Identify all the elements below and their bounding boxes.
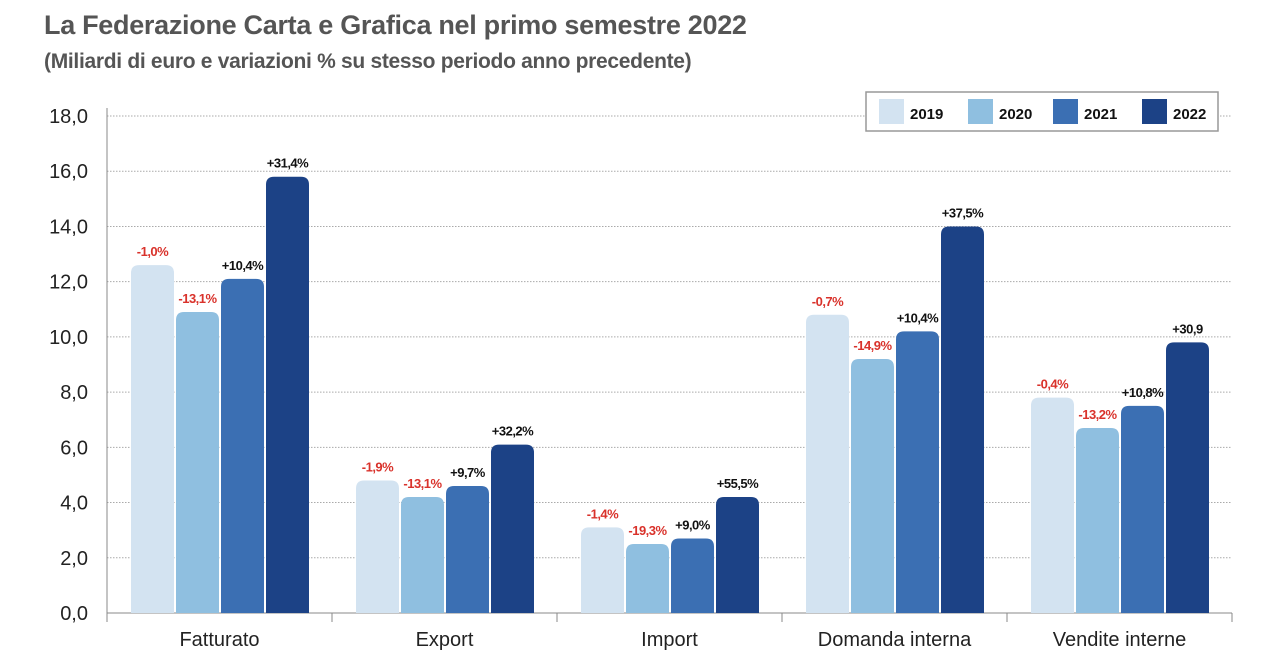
chart-subtitle: (Miliardi di euro e variazioni % su stes…: [44, 50, 692, 73]
x-tick-label: Domanda interna: [818, 629, 972, 651]
bar-2019: [131, 265, 174, 613]
bar-2022: [266, 176, 309, 613]
y-tick-label: 2,0: [60, 548, 88, 570]
data-label: +31,4%: [267, 156, 309, 171]
legend-label: 2021: [1084, 106, 1117, 123]
data-label: -0,7%: [812, 294, 844, 309]
data-label: +10,8%: [1122, 385, 1164, 400]
legend-swatch-2022: [1142, 99, 1167, 124]
legend-swatch-2021: [1053, 99, 1078, 124]
legend-label: 2022: [1173, 106, 1206, 123]
data-label: -1,4%: [587, 506, 619, 521]
bar-2021: [896, 331, 939, 613]
bar-2019: [356, 480, 399, 613]
legend-swatch-2020: [968, 99, 993, 124]
bar-2019: [581, 527, 624, 613]
y-tick-label: 4,0: [60, 493, 88, 515]
data-label: +10,4%: [897, 310, 939, 325]
data-label: +37,5%: [942, 205, 984, 220]
x-tick-label: Import: [641, 629, 698, 651]
data-label: +55,5%: [717, 476, 759, 491]
y-tick-label: 18,0: [49, 106, 88, 128]
legend-label: 2019: [910, 106, 943, 123]
data-label: -0,4%: [1037, 377, 1069, 392]
x-tick-label: Export: [416, 629, 474, 651]
data-label: -13,1%: [403, 476, 442, 491]
bar-2020: [401, 497, 444, 613]
legend-label: 2020: [999, 106, 1032, 123]
bar-2022: [1166, 342, 1209, 613]
data-label: -13,1%: [178, 291, 217, 306]
data-label: +30,9: [1172, 321, 1203, 336]
bar-2020: [626, 543, 669, 613]
legend-swatch-2019: [879, 99, 904, 124]
x-tick-label: Fatturato: [179, 629, 259, 651]
y-tick-label: 14,0: [49, 216, 88, 238]
data-label: +9,7%: [450, 465, 486, 480]
x-tick-label: Vendite interne: [1053, 629, 1186, 651]
bar-2020: [1076, 428, 1119, 613]
bar-2021: [671, 538, 714, 613]
bar-2019: [806, 314, 849, 613]
y-tick-label: 6,0: [60, 437, 88, 459]
bar-2020: [176, 312, 219, 613]
y-tick-label: 16,0: [49, 161, 88, 183]
data-label: -19,3%: [628, 523, 667, 538]
y-tick-label: 10,0: [49, 327, 88, 349]
data-label: +10,4%: [222, 258, 264, 273]
data-label: -1,0%: [137, 244, 169, 259]
data-label: +9,0%: [675, 517, 711, 532]
bar-2021: [446, 485, 489, 613]
data-label: -13,2%: [1078, 407, 1117, 422]
bar-2021: [221, 278, 264, 613]
bar-2022: [716, 497, 759, 613]
bar-2022: [491, 444, 534, 613]
y-tick-label: 12,0: [49, 272, 88, 294]
data-label: -14,9%: [853, 338, 892, 353]
chart-title: La Federazione Carta e Grafica nel primo…: [44, 10, 747, 40]
bar-2021: [1121, 405, 1164, 613]
bar-2020: [851, 358, 894, 613]
data-label: +32,2%: [492, 424, 534, 439]
data-label: -1,9%: [362, 459, 394, 474]
bar-2019: [1031, 397, 1074, 613]
y-tick-label: 8,0: [60, 382, 88, 404]
bar-2022: [941, 226, 984, 613]
y-tick-label: 0,0: [60, 603, 88, 625]
